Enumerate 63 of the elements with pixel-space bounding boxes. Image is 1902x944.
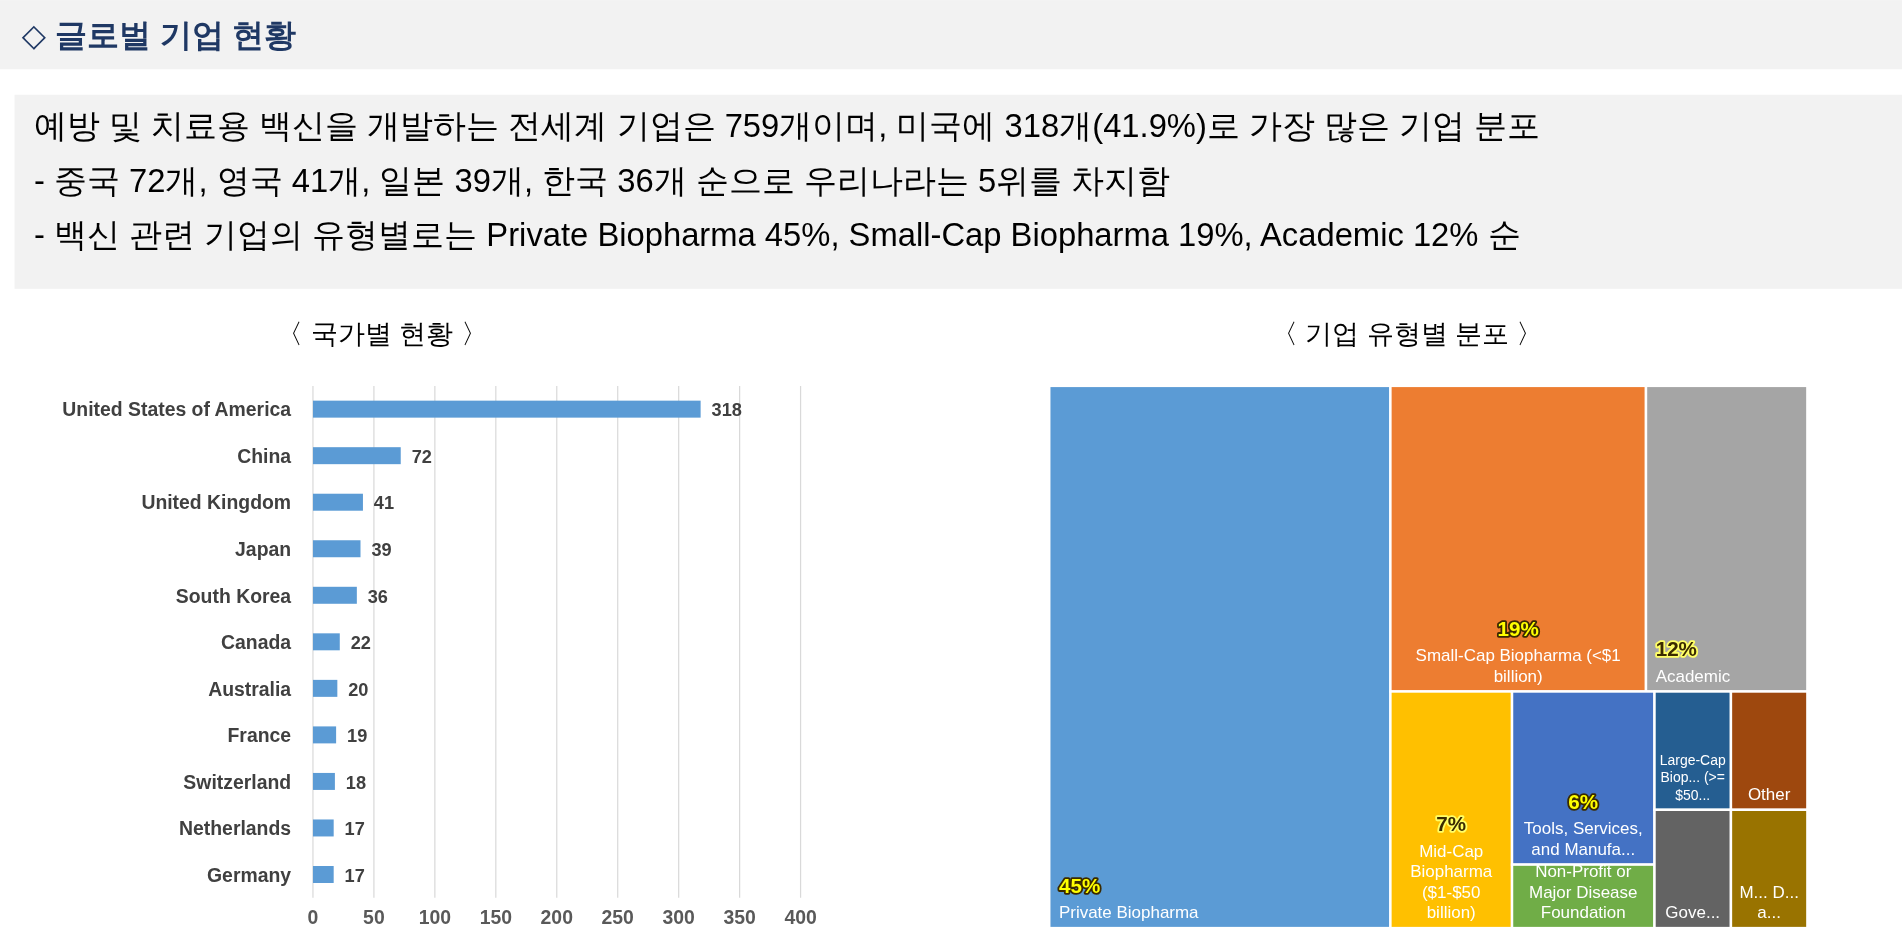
bar bbox=[312, 447, 401, 465]
category-label: Private Biopharma bbox=[1058, 903, 1200, 923]
data-label: 18 bbox=[345, 772, 367, 793]
y-tick-label: Japan bbox=[235, 538, 292, 561]
y-tick-label: Australia bbox=[208, 677, 292, 700]
data-label: 20 bbox=[348, 679, 369, 700]
text: - 백신 관련 기업의 유형별로는 Private Biopharma 45%, Small-Cap Biopharma 19%, Academic 12% 순 bbox=[33, 216, 1521, 254]
x-tick-label: 100 bbox=[418, 906, 452, 929]
data-label: 45% bbox=[1058, 873, 1101, 897]
data-label: 318 bbox=[711, 400, 742, 421]
text: - 중국 72개, 영국 41개, 일본 39개, 한국 36개 순으로 우리나라는 5위를 차지함 bbox=[33, 161, 1171, 199]
chart-title: 〈 국가별 현황 〉 bbox=[276, 319, 488, 350]
text: ◇ 글로벌 기업 현황 bbox=[21, 17, 297, 54]
bar bbox=[312, 819, 334, 837]
y-tick-label: Switzerland bbox=[183, 770, 292, 793]
bar bbox=[312, 772, 335, 790]
data-label: 19% bbox=[1497, 616, 1539, 640]
text: 〈 기업 유형별 분포 〉 bbox=[1270, 319, 1544, 350]
category-label: M... D... a... bbox=[1739, 882, 1799, 923]
category-label: Mid-Cap Biopharma ($1-$50 billion) bbox=[1410, 841, 1493, 923]
category-label: Academic bbox=[1655, 666, 1731, 686]
x-tick-label: 200 bbox=[540, 906, 573, 929]
bar bbox=[312, 726, 337, 744]
y-tick-label: Canada bbox=[221, 631, 292, 654]
category-label: Tools, Services, and Manufa... bbox=[1523, 819, 1643, 859]
data-label: 17 bbox=[344, 865, 365, 886]
y-tick-label: South Korea bbox=[175, 584, 292, 607]
bar bbox=[312, 679, 338, 697]
x-tick-label: 250 bbox=[601, 906, 634, 929]
data-label: 36 bbox=[367, 586, 388, 607]
y-tick-label: China bbox=[237, 444, 292, 467]
category-label: Other bbox=[1747, 785, 1791, 805]
data-label: 6% bbox=[1568, 789, 1599, 813]
data-label: 7% bbox=[1436, 812, 1467, 836]
x-tick-label: 0 bbox=[307, 906, 319, 929]
x-tick-label: 300 bbox=[662, 906, 695, 929]
bar bbox=[312, 633, 340, 651]
x-tick-label: 50 bbox=[363, 906, 385, 929]
bar bbox=[312, 866, 334, 883]
bar bbox=[312, 400, 701, 418]
y-tick-label: United States of America bbox=[62, 398, 292, 421]
data-label: 17 bbox=[344, 819, 365, 840]
y-tick-label: France bbox=[227, 724, 292, 747]
data-label: 19 bbox=[347, 726, 368, 747]
bar bbox=[312, 540, 361, 558]
text: 예방 및 치료용 백신을 개발하는 전세계 기업은 759개이며, 미국에 318개(41.9%)로 가장 많은 기업 분포 bbox=[33, 107, 1541, 145]
x-tick-label: 150 bbox=[479, 906, 512, 929]
data-label: 39 bbox=[371, 540, 392, 561]
x-tick-label: 400 bbox=[784, 906, 817, 929]
bar bbox=[312, 493, 363, 511]
y-tick-label: United Kingdom bbox=[141, 491, 292, 514]
category-label: Small-Cap Biopharma (<$1 billion) bbox=[1415, 646, 1621, 686]
bar bbox=[312, 586, 357, 604]
data-label: 72 bbox=[411, 446, 432, 467]
data-label: 41 bbox=[373, 493, 395, 514]
category-label: Gove... bbox=[1665, 903, 1721, 923]
y-tick-label: Germany bbox=[207, 863, 292, 886]
x-tick-label: 350 bbox=[723, 906, 756, 929]
data-label: 22 bbox=[350, 633, 371, 654]
data-label: 12% bbox=[1655, 637, 1697, 661]
category-label: Non-Profit or Major Disease Foundation bbox=[1529, 862, 1638, 923]
category-label: Large-Cap Biop... (>= $50... bbox=[1659, 751, 1726, 804]
y-tick-label: Netherlands bbox=[179, 817, 292, 840]
